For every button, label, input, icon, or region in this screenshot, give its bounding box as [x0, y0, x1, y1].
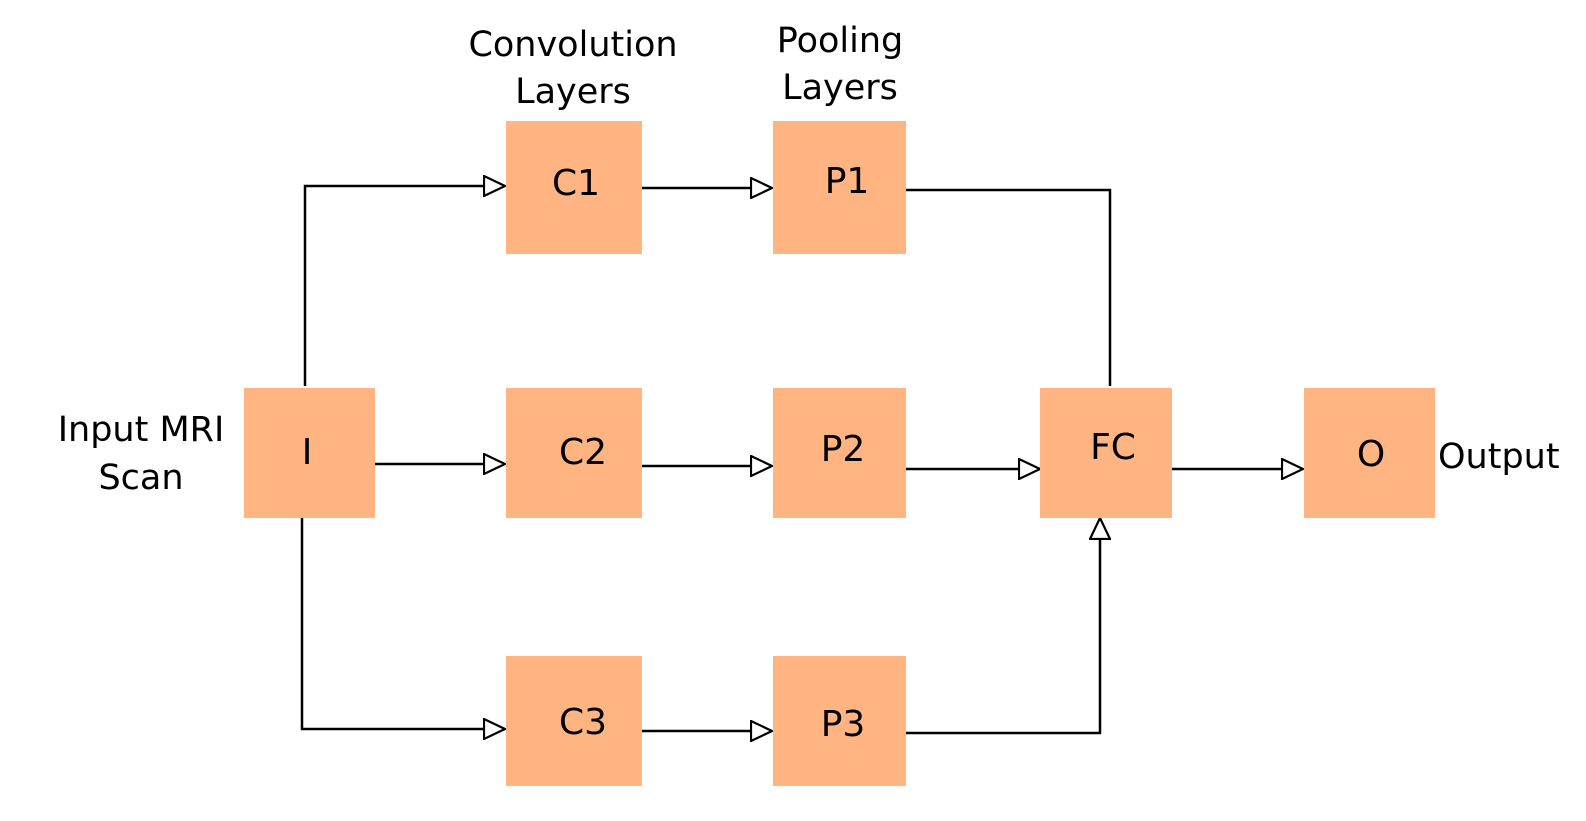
- node-p3: P3: [773, 656, 906, 786]
- node-c1: C1: [506, 121, 642, 254]
- node-p1: P1: [773, 121, 906, 254]
- edge-input-to-c1: [303, 186, 505, 386]
- edges: [300, 186, 1303, 735]
- node-p2: P2: [773, 388, 906, 518]
- node-c2-label: C2: [559, 432, 607, 473]
- pooling-layers-label-line2: Layers: [782, 68, 898, 108]
- node-c3-label: C3: [559, 702, 607, 743]
- node-c2: C2: [506, 388, 642, 518]
- nodes: I C1 C2 C3 P1 P2 P3 FC: [244, 121, 1435, 786]
- convolution-layers-label-line1: Convolution: [468, 25, 677, 65]
- annotations: Convolution Layers Pooling Layers Input …: [58, 21, 1560, 498]
- node-output-label: O: [1357, 434, 1385, 475]
- node-c3: C3: [506, 656, 642, 786]
- node-p3-label: P3: [821, 704, 866, 745]
- convolution-layers-label-line2: Layers: [515, 72, 631, 112]
- node-p1-label: P1: [825, 161, 870, 202]
- output-label: Output: [1438, 437, 1560, 477]
- node-input: I: [244, 388, 375, 518]
- node-fc: FC: [1040, 388, 1172, 518]
- node-output: O: [1304, 388, 1435, 518]
- input-label-line2: Scan: [98, 458, 183, 498]
- edge-p3-to-fc: [905, 518, 1100, 735]
- edge-p1-to-fc: [905, 188, 1112, 386]
- input-label-line1: Input MRI: [58, 410, 225, 450]
- node-p2-label: P2: [821, 429, 866, 470]
- edge-input-to-c3: [300, 517, 505, 729]
- pooling-layers-label-line1: Pooling: [777, 21, 904, 61]
- node-fc-label: FC: [1090, 427, 1136, 468]
- node-c1-label: C1: [552, 163, 600, 204]
- node-input-label: I: [302, 432, 313, 473]
